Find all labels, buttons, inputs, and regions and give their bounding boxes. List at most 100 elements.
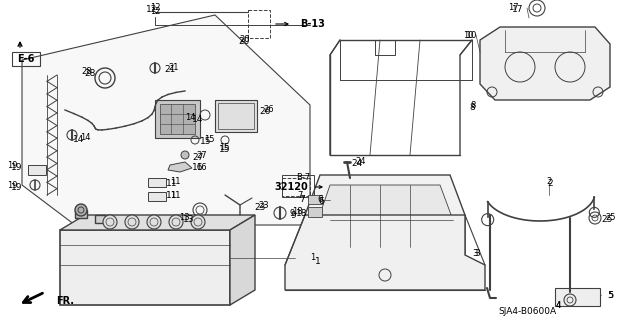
Text: 1: 1	[315, 256, 321, 265]
Bar	[248, 10, 270, 38]
Text: 27: 27	[192, 152, 204, 161]
Text: SJA4-B0600A: SJA4-B0600A	[498, 308, 556, 316]
Circle shape	[147, 215, 161, 229]
Bar	[282, 178, 310, 196]
Circle shape	[169, 215, 183, 229]
Text: 12: 12	[150, 6, 160, 16]
Text: 15: 15	[219, 144, 229, 152]
Text: 25: 25	[602, 216, 612, 225]
Text: 17: 17	[508, 4, 519, 12]
Text: 5: 5	[607, 292, 613, 300]
Text: 18: 18	[296, 209, 308, 218]
Text: E-6: E-6	[17, 54, 35, 64]
Text: 11: 11	[166, 191, 178, 201]
Polygon shape	[22, 15, 310, 225]
Bar	[12, 52, 40, 66]
Text: 6: 6	[318, 197, 324, 205]
Bar	[155, 100, 200, 138]
Text: 26: 26	[259, 108, 271, 116]
Text: 17: 17	[512, 4, 524, 13]
Text: 10: 10	[467, 31, 477, 40]
Bar	[308, 195, 322, 204]
Text: 6: 6	[317, 196, 323, 204]
Text: 19: 19	[12, 162, 23, 172]
Text: 15: 15	[204, 136, 214, 145]
Text: 12: 12	[150, 4, 160, 12]
Bar	[555, 288, 600, 306]
Bar	[28, 165, 46, 175]
Circle shape	[75, 204, 87, 216]
Text: 11: 11	[166, 180, 178, 189]
Text: 15: 15	[200, 137, 212, 146]
Polygon shape	[285, 215, 485, 290]
Text: 16: 16	[192, 164, 204, 173]
Text: 23: 23	[254, 203, 266, 211]
Bar	[75, 210, 87, 218]
Text: 4: 4	[555, 301, 561, 310]
Text: 3: 3	[472, 249, 478, 257]
Text: 2: 2	[547, 177, 552, 187]
Polygon shape	[305, 175, 465, 255]
Text: 24: 24	[355, 158, 365, 167]
Bar	[60, 230, 230, 305]
Text: 28: 28	[84, 69, 96, 78]
Text: 8: 8	[470, 100, 476, 109]
Polygon shape	[480, 27, 610, 100]
Text: 3: 3	[474, 249, 480, 257]
Bar	[218, 103, 254, 129]
Text: FR.: FR.	[56, 296, 74, 306]
Bar	[95, 215, 105, 223]
Text: 23: 23	[258, 201, 269, 210]
Polygon shape	[168, 162, 192, 172]
Text: 16: 16	[196, 162, 207, 172]
Text: B-7: B-7	[296, 173, 310, 182]
Circle shape	[125, 215, 139, 229]
Text: 2: 2	[547, 179, 553, 188]
Text: 19: 19	[8, 160, 18, 169]
Text: 19: 19	[12, 182, 23, 191]
Text: B-13: B-13	[300, 19, 325, 29]
Text: 19: 19	[8, 181, 18, 189]
Text: 14: 14	[74, 136, 84, 145]
Text: 20: 20	[240, 35, 250, 44]
Bar	[148, 178, 166, 187]
Bar	[282, 175, 314, 197]
Text: 7: 7	[299, 195, 305, 204]
Polygon shape	[60, 215, 255, 230]
Text: 13: 13	[179, 213, 190, 222]
Text: 14: 14	[80, 133, 90, 143]
Bar	[148, 192, 166, 201]
Circle shape	[181, 151, 189, 159]
Circle shape	[103, 215, 117, 229]
Text: 9: 9	[290, 209, 295, 218]
Text: 18: 18	[292, 207, 303, 217]
Bar	[215, 100, 257, 132]
Bar	[160, 104, 195, 134]
Text: 32120: 32120	[275, 182, 308, 192]
Polygon shape	[230, 215, 255, 305]
Text: 14: 14	[186, 114, 196, 122]
Text: 26: 26	[263, 106, 274, 115]
Polygon shape	[318, 185, 453, 247]
Text: 9: 9	[290, 211, 296, 220]
Text: 21: 21	[164, 64, 176, 73]
Text: 27: 27	[196, 151, 207, 160]
Text: 15: 15	[220, 145, 231, 154]
Circle shape	[191, 215, 205, 229]
Text: 1: 1	[310, 254, 316, 263]
Text: 4: 4	[556, 300, 561, 309]
Text: 8: 8	[469, 103, 475, 113]
Text: 11: 11	[170, 177, 180, 187]
Text: 25: 25	[605, 213, 616, 222]
Text: 24: 24	[351, 159, 363, 167]
Text: 13: 13	[183, 214, 195, 224]
Text: 28: 28	[81, 68, 92, 77]
Text: 10: 10	[463, 31, 474, 40]
Text: 20: 20	[238, 36, 250, 46]
Text: 14: 14	[192, 115, 204, 124]
Text: 21: 21	[168, 63, 179, 72]
Text: 11: 11	[170, 191, 180, 201]
Text: 5: 5	[608, 291, 613, 300]
Text: 7: 7	[298, 191, 303, 201]
Text: 12: 12	[147, 4, 157, 13]
